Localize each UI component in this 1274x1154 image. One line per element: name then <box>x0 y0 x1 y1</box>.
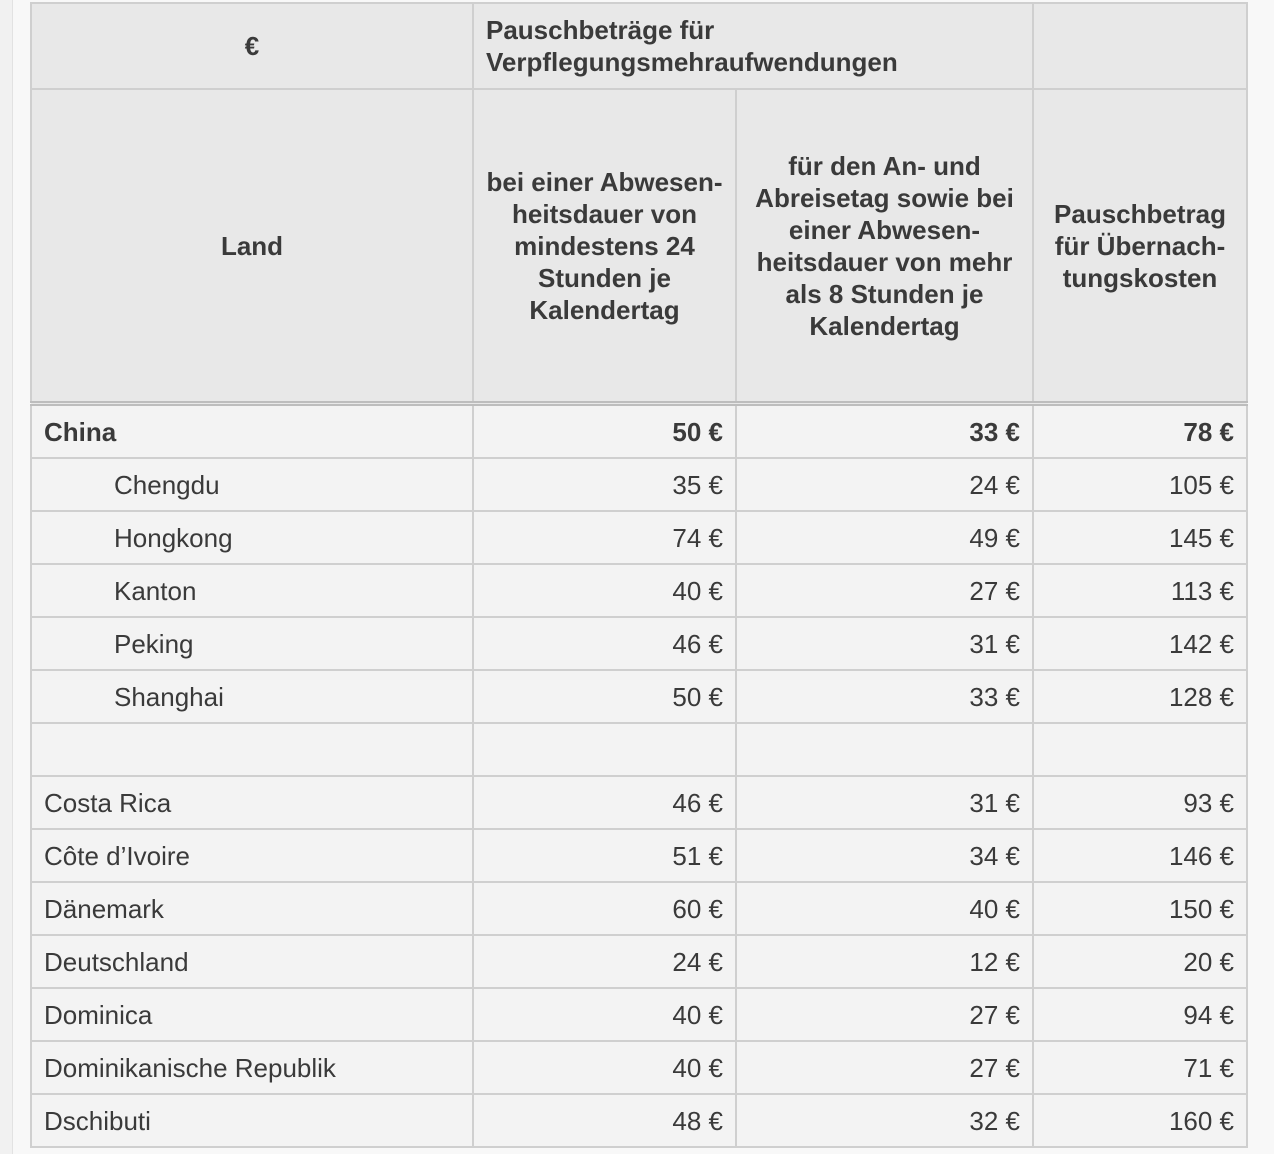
value-8h-cell: 31 € <box>734 775 1035 830</box>
value-24h-cell: 51 € <box>472 828 737 883</box>
land-cell: Dominikanische Republik <box>30 1040 474 1095</box>
table-row: China 50 €33 €78 € <box>30 402 1249 459</box>
overnight-cell: 160 € <box>1032 1093 1249 1148</box>
value-8h-cell <box>734 722 1035 777</box>
overnight-cell: 71 € <box>1032 1040 1249 1095</box>
value-24h-cell: 60 € <box>472 881 737 936</box>
value-8h-cell: 12 € <box>734 934 1035 989</box>
land-cell: Dänemark <box>30 881 474 936</box>
land-cell: Dominica <box>30 987 474 1042</box>
value-24h-cell: 50 € <box>472 669 737 724</box>
land-cell: Dschibuti <box>30 1093 474 1148</box>
value-8h-cell: 49 € <box>734 510 1035 565</box>
table-row: Shanghai 50 €33 €128 € <box>30 669 1249 724</box>
col2-header: für den An- und Abreisetag sowie bei ein… <box>734 88 1035 406</box>
table-row: Chengdu 35 €24 €105 € <box>30 457 1249 512</box>
table-row: Kanton 40 €27 €113 € <box>30 563 1249 618</box>
left-margin <box>0 0 13 1154</box>
value-8h-cell: 34 € <box>734 828 1035 883</box>
overnight-cell: 105 € <box>1032 457 1249 512</box>
value-8h-cell: 40 € <box>734 881 1035 936</box>
land-cell: Peking <box>30 616 474 671</box>
value-24h-cell: 40 € <box>472 563 737 618</box>
value-24h-cell: 46 € <box>472 775 737 830</box>
allowance-table: € Pauschbeträge für Verpflegungsmehraufw… <box>30 2 1249 1148</box>
land-cell: Kanton <box>30 563 474 618</box>
table-row: Peking 46 €31 €142 € <box>30 616 1249 671</box>
value-24h-cell: 40 € <box>472 1040 737 1095</box>
overnight-cell: 20 € <box>1032 934 1249 989</box>
col1-header: bei einer Abwesen-heitsdauer von mindest… <box>472 88 737 406</box>
land-cell: Shanghai <box>30 669 474 724</box>
currency-header: € <box>30 2 474 90</box>
table-row: Deutschland 24 €12 €20 € <box>30 934 1249 989</box>
overnight-cell: 93 € <box>1032 775 1249 830</box>
value-24h-cell: 40 € <box>472 987 737 1042</box>
value-24h-cell: 74 € <box>472 510 737 565</box>
col3-header: Pauschbetrag für Übernach-tungskosten <box>1032 88 1249 406</box>
value-8h-cell: 27 € <box>734 563 1035 618</box>
land-cell: Chengdu <box>30 457 474 512</box>
header-row-group: € Pauschbeträge für Verpflegungsmehraufw… <box>30 2 1249 90</box>
group-header: Pauschbeträge für Verpflegungsmehraufwen… <box>471 2 1035 90</box>
table-row: Dänemark 60 €40 €150 € <box>30 881 1249 936</box>
overnight-cell: 94 € <box>1032 987 1249 1042</box>
value-8h-cell: 27 € <box>734 1040 1035 1095</box>
table-row <box>30 722 1249 777</box>
land-cell: Côte d’Ivoire <box>30 828 474 883</box>
overnight-cell: 78 € <box>1032 402 1249 459</box>
overnight-cell: 113 € <box>1032 563 1249 618</box>
empty-header <box>1032 2 1249 90</box>
overnight-cell <box>1032 722 1249 777</box>
overnight-cell: 128 € <box>1032 669 1249 724</box>
value-24h-cell: 46 € <box>472 616 737 671</box>
overnight-cell: 145 € <box>1032 510 1249 565</box>
land-header: Land <box>30 88 474 406</box>
value-8h-cell: 24 € <box>734 457 1035 512</box>
value-8h-cell: 31 € <box>734 616 1035 671</box>
table-row: Hongkong 74 €49 €145 € <box>30 510 1249 565</box>
land-cell: Hongkong <box>30 510 474 565</box>
value-8h-cell: 32 € <box>734 1093 1035 1148</box>
table-row: Dominica 40 €27 €94 € <box>30 987 1249 1042</box>
value-24h-cell: 48 € <box>472 1093 737 1148</box>
table-row: Dominikanische Republik 40 €27 €71 € <box>30 1040 1249 1095</box>
land-cell: Costa Rica <box>30 775 474 830</box>
land-cell: Deutschland <box>30 934 474 989</box>
value-8h-cell: 33 € <box>734 402 1035 459</box>
land-cell <box>30 722 474 777</box>
value-8h-cell: 33 € <box>734 669 1035 724</box>
overnight-cell: 150 € <box>1032 881 1249 936</box>
value-24h-cell: 35 € <box>472 457 737 512</box>
value-24h-cell <box>472 722 737 777</box>
overnight-cell: 146 € <box>1032 828 1249 883</box>
overnight-cell: 142 € <box>1032 616 1249 671</box>
table-row: Dschibuti 48 €32 €160 € <box>30 1093 1249 1148</box>
header-row-columns: Land bei einer Abwesen-heitsdauer von mi… <box>30 88 1249 406</box>
table-row: Côte d’Ivoire 51 €34 €146 € <box>30 828 1249 883</box>
table-row: Costa Rica 46 €31 €93 € <box>30 775 1249 830</box>
value-24h-cell: 50 € <box>472 402 737 459</box>
value-24h-cell: 24 € <box>472 934 737 989</box>
value-8h-cell: 27 € <box>734 987 1035 1042</box>
land-cell: China <box>30 402 474 459</box>
